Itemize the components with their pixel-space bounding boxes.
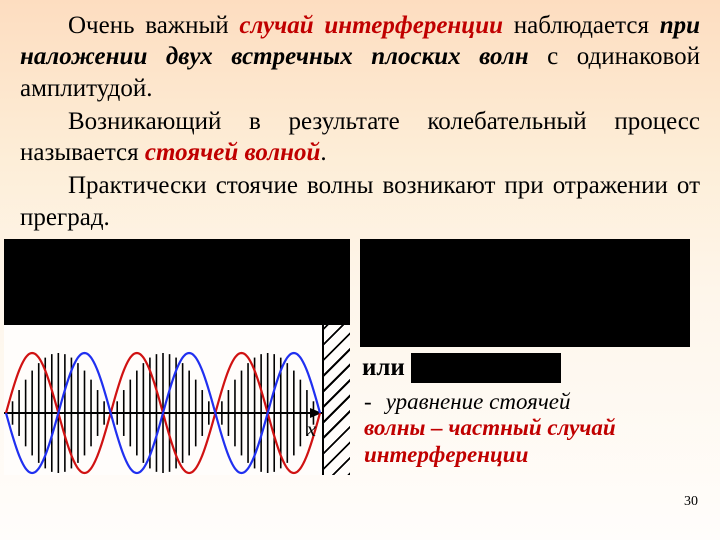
- paragraph-1: Очень важный случай интерференции наблюд…: [20, 10, 700, 104]
- right-column: или - уравнение стоячей волны – частный …: [360, 239, 702, 475]
- black-box-1: [4, 239, 350, 325]
- standing-wave-diagram: x: [4, 325, 350, 475]
- desc-line3: интерференции: [364, 442, 528, 467]
- left-column: x: [4, 239, 350, 475]
- p1-t2: случай интерференции: [239, 12, 503, 39]
- desc-line1: уравнение стоячей: [386, 389, 571, 414]
- wave-svg: [4, 325, 322, 475]
- or-row: или: [360, 353, 702, 383]
- desc-line2: волны – частный случай: [364, 415, 616, 440]
- page-number: 30: [684, 494, 698, 510]
- desc-dash: -: [364, 389, 380, 415]
- equation-description: - уравнение стоячей волны – частный случ…: [360, 389, 702, 468]
- wall-line: [322, 325, 324, 475]
- main-text: Очень важный случай интерференции наблюд…: [0, 0, 720, 233]
- p2-t1: Возникающий в результате колебательный п…: [20, 108, 700, 166]
- lower-area: x или - уравнение стоячей волны – частны…: [0, 239, 720, 475]
- paragraph-3: Практически стоячие волны возникают при …: [20, 170, 700, 233]
- p3-t1: Практически стоячие волны возникают при …: [20, 172, 700, 230]
- black-box-2: [360, 239, 690, 347]
- p1-t1: Очень важный: [68, 12, 239, 39]
- p2-t2: стоячей волной: [145, 139, 320, 166]
- or-word: или: [360, 354, 411, 382]
- wall-hatch: [324, 325, 350, 475]
- paragraph-2: Возникающий в результате колебательный п…: [20, 106, 700, 169]
- black-box-3: [411, 353, 561, 383]
- axis-x-label: x: [307, 417, 316, 442]
- p2-t3: .: [320, 139, 326, 166]
- p1-t3: наблюдается: [503, 12, 660, 39]
